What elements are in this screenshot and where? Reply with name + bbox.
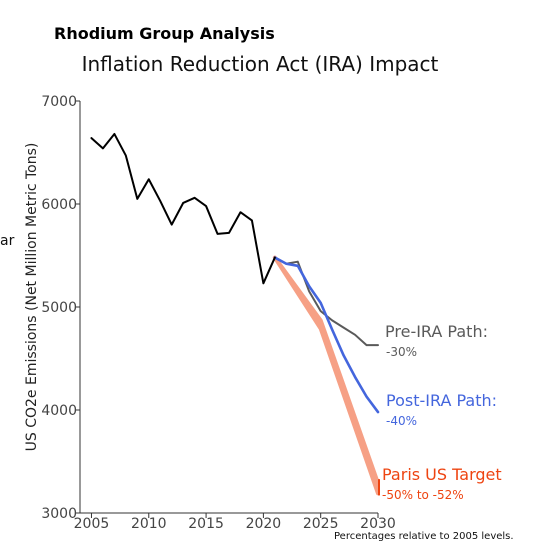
paris-target-label: Paris US Target xyxy=(382,465,502,484)
x-tick-label: 2020 xyxy=(246,516,282,532)
series-layer xyxy=(90,132,380,496)
axes xyxy=(79,101,378,514)
x-tick-label: 2030 xyxy=(360,516,396,532)
chart-title: Inflation Reduction Act (IRA) Impact xyxy=(81,52,439,76)
pre-ira-pct: -30% xyxy=(386,345,417,359)
paris-target-pct: -50% to -52% xyxy=(382,488,464,502)
y-tick-label: 3000 xyxy=(41,506,77,522)
x-ticks: 2005 2010 2015 2020 2025 2030 xyxy=(74,513,396,532)
x-tick-label: 2025 xyxy=(303,516,339,532)
x-tick-label: 2010 xyxy=(131,516,167,532)
post-ira-pct: -40% xyxy=(386,414,417,428)
pre-ira-label: Pre-IRA Path: xyxy=(385,322,488,341)
y-tick-label: 4000 xyxy=(41,403,77,419)
y-tick-label: 6000 xyxy=(41,197,77,213)
clipped-text: ar xyxy=(0,233,15,249)
footnote: Percentages relative to 2005 levels. xyxy=(334,531,514,542)
y-ticks: 3000 4000 5000 6000 7000 xyxy=(41,94,80,522)
paris-target-band xyxy=(272,255,380,496)
y-tick-label: 5000 xyxy=(41,300,77,316)
y-axis-label: US CO2e Emissions (Net Million Metric To… xyxy=(24,143,40,452)
post-ira-line xyxy=(273,256,380,414)
series-labels: Pre-IRA Path: -30% Post-IRA Path: -40% P… xyxy=(382,322,502,502)
y-tick-label: 7000 xyxy=(41,94,77,110)
post-ira-label: Post-IRA Path: xyxy=(386,391,497,410)
historical-line xyxy=(90,132,276,285)
x-tick-label: 2015 xyxy=(188,516,224,532)
x-tick-label: 2005 xyxy=(74,516,110,532)
chart-supertitle: Rhodium Group Analysis xyxy=(54,24,275,43)
